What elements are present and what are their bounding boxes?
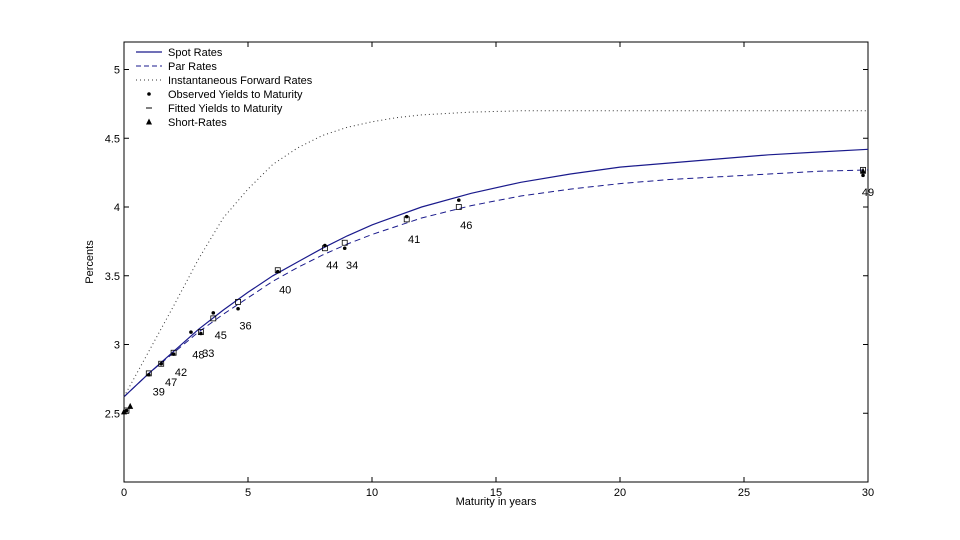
observation-label: 34 (346, 260, 358, 272)
observation-label: 45 (215, 330, 227, 342)
legend-entry: Fitted Yields to Maturity (168, 103, 283, 115)
fitted-yield-point (321, 245, 328, 252)
fitted-yield-point (170, 349, 177, 356)
short-rate-point (121, 408, 127, 415)
short-rate-point (127, 402, 134, 409)
observation-label: 46 (460, 220, 472, 232)
fitted-yield-point (235, 298, 241, 305)
legend-swatch-dot (147, 92, 151, 96)
legend-entry: Par Rates (168, 61, 217, 73)
observed-yield-point (236, 306, 240, 311)
observed-yield-point (861, 173, 865, 178)
fitted-yield-point (145, 370, 152, 377)
series-layer (123, 110, 869, 398)
x-tick-label: 0 (121, 487, 127, 499)
observation-label: 48 (192, 349, 204, 361)
observation-label: 33 (202, 348, 214, 360)
fitted-yield-point (274, 267, 281, 274)
observed-yield-point (189, 330, 193, 334)
x-tick-label: 15 (490, 487, 502, 499)
observation-label: 47 (165, 377, 177, 389)
x-tick-label: 25 (738, 487, 750, 499)
legend-entry: Spot Rates (168, 47, 223, 59)
fitted-yield-point (341, 239, 348, 246)
x-axis-label: Maturity in years (456, 496, 537, 508)
y-tick-label: 3 (114, 340, 120, 352)
plot-area (123, 41, 869, 483)
legend-swatch-triangle (146, 118, 152, 125)
observation-label: 39 (153, 386, 165, 398)
fitted-yield-point (197, 329, 204, 336)
fitted-yield-point (403, 216, 410, 223)
y-tick-label: 2.5 (105, 408, 120, 420)
series-line-2 (123, 169, 869, 398)
observation-label: 49 (862, 187, 874, 199)
x-tick-label: 10 (366, 487, 378, 499)
observed-yield-point (124, 408, 129, 413)
legend: Spot Rates Par Rates Instantaneous Forward… (136, 47, 313, 129)
marker-layer (121, 166, 867, 415)
observed-yield-point (457, 198, 461, 202)
fitted-yield-point (210, 315, 217, 322)
legend-entry: Instantaneous Forward Rates (168, 75, 313, 87)
fitted-yield-point (158, 360, 165, 367)
x-tick-label: 20 (614, 487, 626, 499)
observation-label: 44 (326, 260, 338, 272)
series-line-3 (123, 110, 868, 398)
legend-entry: Short-Rates (168, 117, 227, 129)
y-tick-label: 5 (114, 65, 120, 77)
observation-label: 40 (279, 285, 291, 297)
y-tick-label: 4.5 (105, 133, 120, 145)
x-axis: 0 5 10 15 20 25 30 (121, 42, 874, 499)
observation-label: 42 (175, 367, 187, 379)
y-axis-label: Percents (84, 240, 96, 284)
observation-label: 36 (239, 320, 251, 332)
observed-yield-point (342, 246, 347, 251)
fitted-yield-point (455, 204, 462, 210)
series-line-1 (123, 148, 869, 398)
observation-label: 41 (408, 234, 420, 246)
observed-yield-point (211, 311, 216, 315)
y-tick-label: 4 (114, 202, 120, 214)
short-rate-point (860, 167, 867, 174)
legend-entry: Observed Yields to Maturity (168, 89, 303, 101)
x-tick-label: 5 (245, 487, 251, 499)
y-tick-label: 3.5 (105, 271, 120, 283)
x-tick-label: 30 (862, 487, 874, 499)
observed-yield-point (159, 361, 163, 366)
